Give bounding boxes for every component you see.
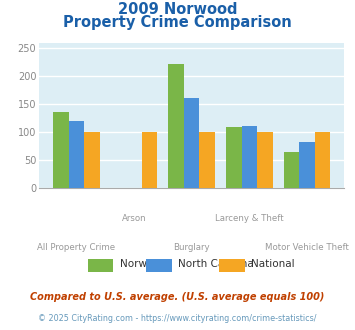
Bar: [53, 112, 69, 188]
Bar: [84, 132, 100, 188]
Text: Compared to U.S. average. (U.S. average equals 100): Compared to U.S. average. (U.S. average …: [30, 292, 325, 302]
Text: North Carolina: North Carolina: [178, 259, 254, 269]
Bar: [284, 152, 299, 188]
Text: Larceny & Theft: Larceny & Theft: [215, 214, 284, 223]
Text: Burglary: Burglary: [173, 243, 210, 252]
Bar: [257, 132, 273, 188]
Bar: [315, 132, 331, 188]
Text: Arson: Arson: [122, 214, 146, 223]
Text: Property Crime Comparison: Property Crime Comparison: [63, 15, 292, 30]
Text: © 2025 CityRating.com - https://www.cityrating.com/crime-statistics/: © 2025 CityRating.com - https://www.city…: [38, 314, 317, 323]
Bar: [69, 121, 84, 188]
Bar: [242, 126, 257, 188]
Bar: [299, 142, 315, 188]
Text: National: National: [251, 259, 295, 269]
Bar: [142, 132, 157, 188]
Bar: [226, 127, 242, 188]
Text: 2009 Norwood: 2009 Norwood: [118, 2, 237, 16]
Text: Motor Vehicle Theft: Motor Vehicle Theft: [265, 243, 349, 252]
Bar: [184, 98, 200, 188]
Text: Norwood: Norwood: [120, 259, 166, 269]
Text: All Property Crime: All Property Crime: [37, 243, 115, 252]
Bar: [168, 64, 184, 188]
Bar: [200, 132, 215, 188]
